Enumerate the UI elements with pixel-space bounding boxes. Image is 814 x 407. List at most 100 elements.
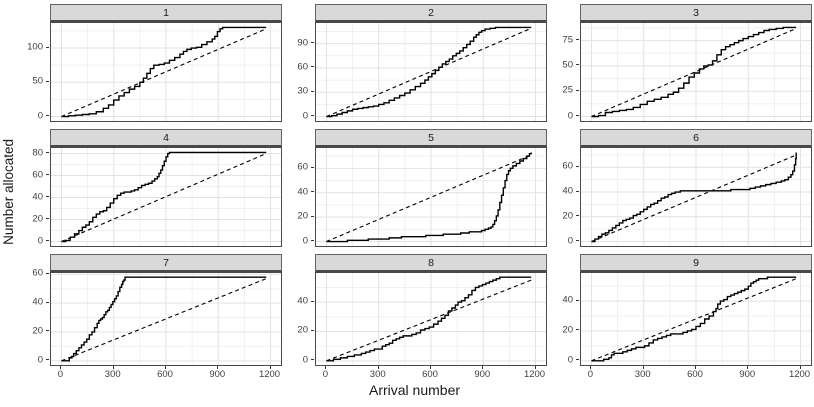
facet-strip-label: 2 (428, 6, 434, 19)
y-tick-mark (576, 240, 579, 242)
y-tick-mark (311, 90, 314, 92)
plot-area (581, 148, 811, 246)
y-tick-label: 0 (37, 354, 43, 366)
allocation-step-line (591, 152, 797, 243)
y-tick-mark (576, 190, 579, 192)
x-axis-ticks: 0 300 600 900 1200 (580, 366, 812, 380)
plot-panel (580, 272, 812, 366)
facet-panel-4: 4 0 20 40 60 80 (17, 129, 282, 247)
y-tick-mark (311, 215, 314, 217)
y-axis-ticks: 0 30 60 90 (282, 22, 315, 122)
y-tick-label: 25 (562, 84, 573, 96)
y-axis-ticks: 0 20 40 60 (547, 147, 580, 247)
x-tick-label: 900 (474, 369, 491, 380)
y-axis-ticks: 0 25 50 75 (547, 22, 580, 122)
facet-strip-label: 9 (693, 256, 699, 269)
y-axis-ticks: 0 20 40 60 (17, 267, 50, 366)
y-tick-label: 20 (297, 210, 308, 222)
facet-grid: 1 0 50 100 2 0 30 60 90 3 0 25 50 75 4 0 20 40 60 80 5 0 20 40 6… (17, 4, 812, 380)
dashed-reference-line (61, 278, 267, 362)
facet-strip-label: 1 (163, 6, 169, 19)
y-tick-label: 60 (297, 61, 308, 73)
y-tick-label: 0 (302, 109, 308, 121)
y-tick-label: 90 (297, 36, 308, 48)
y-tick-mark (576, 215, 579, 217)
y-tick-label: 0 (567, 354, 573, 366)
plot-panel (315, 272, 547, 366)
allocation-step-line (61, 151, 267, 243)
y-tick-label: 0 (37, 234, 43, 246)
x-tick-mark (482, 366, 484, 369)
plot-panel (50, 22, 282, 122)
dashed-reference-line (326, 279, 532, 362)
x-tick-mark (590, 366, 592, 369)
x-tick-mark (60, 366, 62, 369)
y-tick-mark (46, 301, 49, 303)
allocation-step-line (61, 26, 267, 118)
y-axis-ticks: 0 50 100 (17, 22, 50, 122)
facet-strip: 2 (315, 4, 547, 22)
facet-strip: 1 (50, 4, 282, 22)
facet-strip: 7 (50, 254, 282, 272)
y-tick-mark (576, 39, 579, 41)
dashed-reference-line (591, 154, 797, 243)
x-tick-mark (747, 366, 749, 369)
x-tick-label: 0 (322, 369, 329, 380)
x-tick-mark (217, 366, 219, 369)
allocation-step-line (61, 276, 267, 362)
y-tick-mark (311, 66, 314, 68)
plot-area (51, 148, 281, 246)
y-tick-mark (311, 359, 314, 361)
y-tick-mark (46, 80, 49, 82)
facet-strip-label: 5 (428, 131, 434, 144)
x-axis-ticks: 0 300 600 900 1200 (315, 366, 547, 380)
x-axis-title: Arrival number (368, 382, 461, 398)
facet-panel-3: 3 0 25 50 75 (547, 4, 812, 122)
x-tick-mark (377, 366, 379, 369)
x-tick-label: 900 (739, 369, 756, 380)
y-tick-label: 60 (297, 161, 308, 173)
dashed-reference-line (61, 153, 267, 243)
y-tick-label: 20 (297, 324, 308, 336)
plot-area (316, 273, 546, 365)
allocation-step-line (326, 26, 532, 118)
allocation-step-line (591, 26, 797, 118)
dashed-reference-line (591, 278, 797, 362)
y-tick-label: 20 (562, 210, 573, 222)
facet-panel-7: 7 0 20 40 60 0 300 600 900 1200 (17, 254, 282, 380)
x-tick-mark (112, 366, 114, 369)
y-tick-mark (46, 218, 49, 220)
y-tick-mark (311, 240, 314, 242)
y-tick-label: 20 (562, 324, 573, 336)
y-tick-mark (576, 299, 579, 301)
x-tick-label: 1200 (788, 369, 811, 380)
plot-area (316, 23, 546, 121)
y-tick-label: 0 (302, 354, 308, 366)
x-tick-mark (165, 366, 166, 369)
facet-strip-label: 3 (693, 6, 699, 19)
plot-area (316, 148, 546, 246)
y-tick-mark (46, 196, 49, 198)
y-tick-mark (576, 89, 579, 91)
x-tick-mark (269, 366, 271, 369)
y-tick-mark (46, 272, 49, 274)
dashed-reference-line (326, 154, 532, 243)
y-tick-label: 60 (32, 267, 43, 279)
y-tick-mark (46, 359, 49, 361)
plot-panel (50, 147, 282, 247)
y-tick-label: 40 (297, 295, 308, 307)
y-tick-label: 0 (302, 234, 308, 246)
x-tick-mark (695, 366, 696, 369)
facet-panel-9: 9 0 20 40 0 300 600 900 1200 (547, 254, 812, 380)
y-tick-mark (576, 359, 579, 361)
y-tick-label: 40 (297, 185, 308, 197)
y-axis-title: Number allocated (1, 139, 16, 245)
y-tick-mark (46, 240, 49, 242)
y-tick-label: 20 (32, 325, 43, 337)
facet-strip: 6 (580, 129, 812, 147)
x-tick-label: 0 (57, 369, 64, 380)
y-tick-mark (311, 42, 314, 44)
dashed-reference-line (61, 28, 267, 118)
y-tick-mark (46, 174, 49, 176)
x-tick-label: 1200 (523, 369, 546, 380)
